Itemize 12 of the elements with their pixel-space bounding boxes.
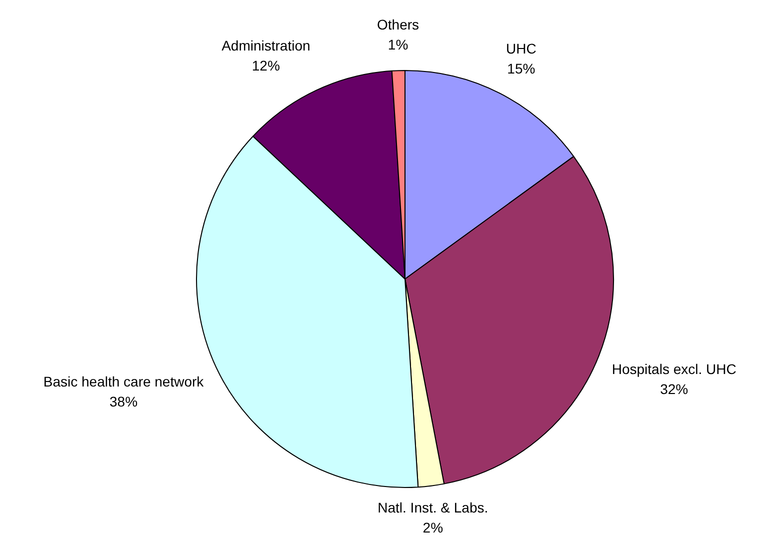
slice-label: UHC (506, 40, 536, 57)
data-label: 1% (388, 36, 408, 52)
data-label: 15% (507, 60, 536, 77)
slice-label: Hospitals excl. UHC (612, 360, 736, 377)
slice-label: Basic health care network (43, 374, 205, 390)
data-label: 2% (422, 520, 444, 536)
slice-label: Others (377, 16, 420, 32)
data-label: 38% (110, 394, 138, 410)
data-label: 32% (660, 380, 688, 397)
slice-label: Natl. Inst. & Labs. (378, 500, 488, 516)
data-label: 12% (252, 58, 280, 74)
slice-label: Administration (222, 38, 310, 54)
